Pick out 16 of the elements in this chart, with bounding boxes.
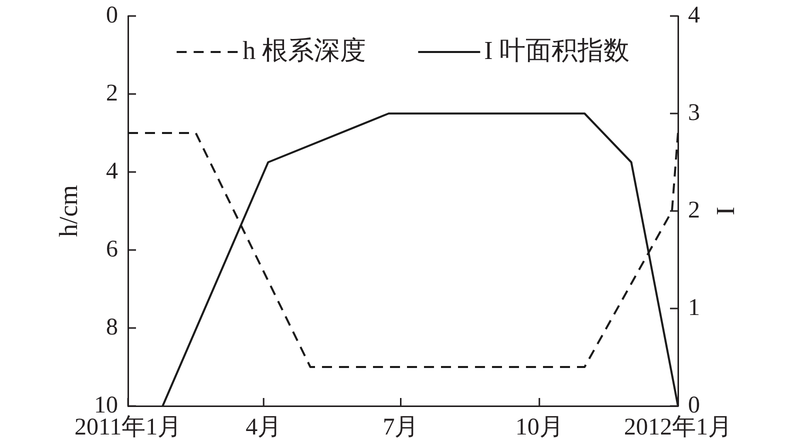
y2-tick-label: 1 (688, 294, 700, 321)
legend-label: I 叶面积指数 (484, 36, 630, 65)
legend-label: h 根系深度 (242, 36, 366, 65)
x-tick-label: 10月 (515, 414, 564, 441)
y2-tick-label: 4 (688, 2, 700, 28)
y-tick-label: 0 (106, 2, 118, 28)
y2-tick-label: 2 (688, 197, 700, 224)
x-tick-label: 7月 (382, 414, 419, 441)
y-tick-label: 4 (106, 158, 118, 184)
x-tick-label: 4月 (246, 414, 282, 441)
y-axis-title: h/cm (54, 185, 83, 237)
y-tick-label: 6 (106, 236, 118, 262)
y2-tick-label: 3 (688, 100, 700, 126)
y-tick-label: 8 (106, 314, 118, 340)
y2-axis-title: I (711, 206, 740, 216)
y-tick-label: 2 (106, 80, 118, 106)
